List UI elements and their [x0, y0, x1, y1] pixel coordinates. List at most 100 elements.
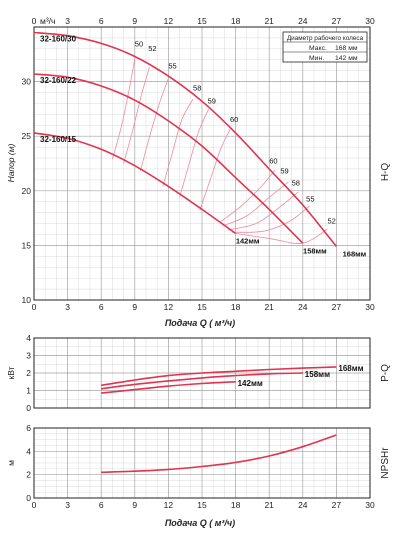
- npsh-y-axis-label: м: [6, 460, 16, 466]
- legend-row-value: 142 мм: [335, 55, 358, 62]
- npsh-xtick-label: 6: [99, 500, 104, 510]
- hq-top-xtick-label: 24: [298, 16, 308, 26]
- hq-ytick-label: 20: [22, 186, 32, 196]
- pq-ytick-label: 4: [26, 333, 31, 343]
- npsh-xtick-label: 30: [365, 500, 375, 510]
- efficiency-label: 58: [292, 178, 300, 187]
- efficiency-curve: [112, 58, 136, 160]
- diameter-end-label: 142мм: [236, 237, 260, 246]
- efficiency-label: 58: [193, 83, 201, 92]
- pq-ytick-label: 0: [26, 403, 31, 413]
- head-curve-32-160-30: [33, 31, 338, 248]
- hq-xtick-label: 18: [231, 302, 241, 312]
- hq-ytick-label: 25: [22, 131, 32, 141]
- efficiency-label: 59: [208, 96, 216, 105]
- hq-x-axis-label: Подача Q ( м³/ч): [165, 318, 235, 328]
- efficiency-label: 59: [280, 166, 288, 175]
- hq-top-xtick-label: 30: [365, 16, 375, 26]
- npsh-ytick-label: 4: [26, 446, 31, 456]
- hq-xtick-label: 12: [164, 302, 174, 312]
- hq-xtick-label: 0: [32, 302, 37, 312]
- efficiency-label: 52: [327, 217, 335, 226]
- efficiency-curve: [179, 108, 210, 198]
- pq-ytick-label: 3: [26, 351, 31, 361]
- head-curve-label: 32-160/22: [40, 76, 77, 85]
- hq-top-xtick-label: 21: [264, 16, 274, 26]
- efficiency-curve: [220, 169, 276, 222]
- head-curve-32-160-22: [33, 73, 304, 244]
- hq-top-xtick-label: 18: [231, 16, 241, 26]
- diameter-end-label: 158мм: [303, 246, 327, 255]
- hq-xtick-label: 15: [197, 302, 207, 312]
- hq-top-xtick-label: 3: [65, 16, 70, 26]
- hq-x-unit-label: м³/ч: [40, 16, 55, 26]
- hq-xtick-label: 30: [365, 302, 375, 312]
- efficiency-label: 55: [168, 61, 176, 70]
- npsh-xtick-label: 18: [231, 500, 241, 510]
- diameter-end-label: 168мм: [343, 250, 367, 259]
- efficiency-label: 52: [148, 44, 156, 53]
- hq-xtick-label: 24: [298, 302, 308, 312]
- hq-top-xtick-label: 15: [197, 16, 207, 26]
- pq-side-label: P-Q: [380, 364, 391, 382]
- npsh-ytick-label: 2: [26, 470, 31, 480]
- npsh-xtick-label: 9: [132, 500, 137, 510]
- legend-row-value: 168 мм: [335, 45, 358, 52]
- npsh-ytick-label: 0: [26, 493, 31, 503]
- impeller-diameter-box: [282, 31, 368, 63]
- legend-row-label: Макс.: [309, 45, 327, 52]
- head-curve-label: 32-160/15: [40, 135, 77, 144]
- hq-ytick-label: 10: [22, 295, 32, 305]
- hq-top-xtick-label: 0: [32, 16, 37, 26]
- legend-row-label: Мин.: [309, 55, 324, 62]
- npsh-xtick-label: 15: [197, 500, 207, 510]
- pq-ytick-label: 1: [26, 386, 31, 396]
- npsh-plot-frame: [33, 427, 371, 499]
- npsh-curve: [101, 434, 337, 474]
- hq-xtick-label: 3: [65, 302, 70, 312]
- hq-xtick-label: 27: [332, 302, 342, 312]
- power-curve-label: 168мм: [338, 364, 363, 373]
- head-curve-32-160-15: [33, 132, 237, 235]
- npsh-xtick-label: 3: [65, 500, 70, 510]
- head-curve-label: 32-160/30: [40, 34, 77, 43]
- efficiency-curve: [140, 78, 169, 172]
- efficiency-curve: [235, 228, 328, 244]
- hq-y-axis-label: Напор (м): [6, 143, 16, 182]
- hq-top-xtick-label: 6: [99, 16, 104, 26]
- npsh-x-axis-label: Подача Q ( м³/ч): [165, 518, 235, 528]
- efficiency-label: 60: [230, 115, 238, 124]
- efficiency-label: 60: [269, 157, 277, 166]
- hq-side-label: H-Q: [380, 163, 391, 182]
- hq-plot-frame: [33, 26, 371, 301]
- power-curve-158мм: [101, 372, 303, 390]
- npsh-side-label: NPSHr: [380, 447, 391, 479]
- efficiency-curve: [199, 127, 232, 211]
- npsh-xtick-label: 0: [32, 500, 37, 510]
- hq-top-xtick-label: 12: [164, 16, 174, 26]
- pq-ytick-label: 2: [26, 368, 31, 378]
- npsh-xtick-label: 12: [164, 500, 174, 510]
- hq-top-xtick-label: 27: [332, 16, 342, 26]
- hq-xtick-label: 9: [132, 302, 137, 312]
- npsh-xtick-label: 24: [298, 500, 308, 510]
- efficiency-label: 55: [306, 195, 314, 204]
- power-curve-label: 142мм: [238, 379, 263, 388]
- power-curve-168мм: [101, 366, 337, 387]
- legend-title: Диаметр рабочего колеса: [287, 34, 364, 42]
- hq-ytick-label: 30: [22, 77, 32, 87]
- npsh-ytick-label: 6: [26, 423, 31, 433]
- npsh-xtick-label: 21: [264, 500, 274, 510]
- hq-xtick-label: 21: [264, 302, 274, 312]
- efficiency-curve: [223, 181, 289, 227]
- pq-plot-frame: [33, 337, 371, 409]
- npsh-xtick-label: 27: [332, 500, 342, 510]
- power-curve-142мм: [101, 381, 236, 394]
- efficiency-label: 50: [135, 40, 143, 49]
- efficiency-curve: [123, 67, 150, 164]
- hq-ytick-label: 15: [22, 240, 32, 250]
- efficiency-curve: [227, 191, 299, 231]
- efficiency-curve: [162, 98, 194, 187]
- pq-y-axis-label: кВт: [6, 366, 16, 379]
